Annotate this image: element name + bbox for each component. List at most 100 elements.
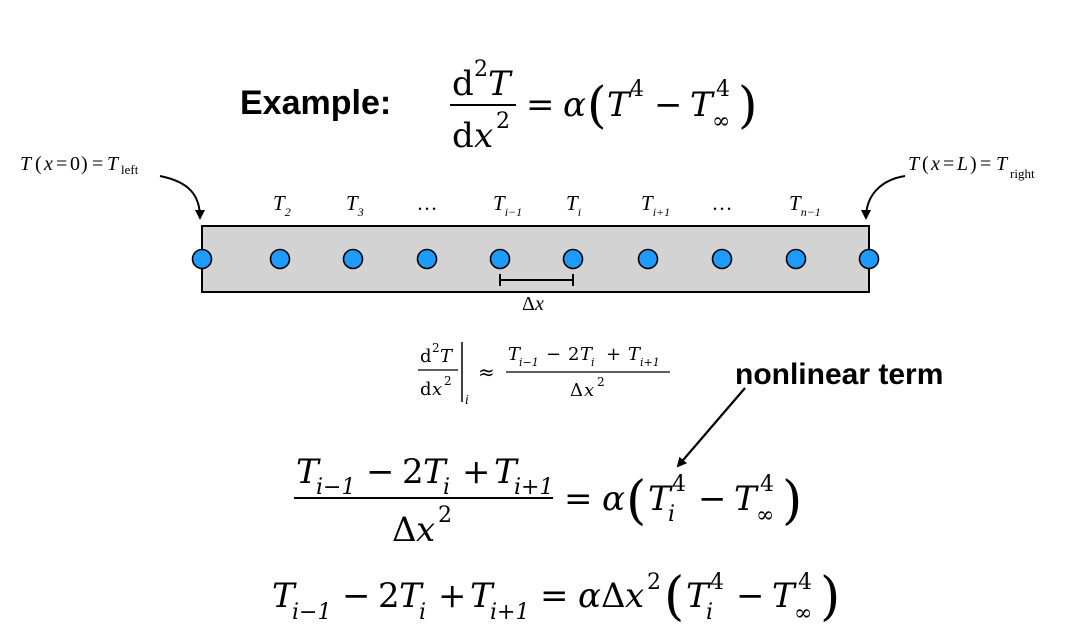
- gov-exp4b: 4: [716, 77, 730, 102]
- disc-den-x: x: [416, 510, 435, 550]
- gov-lparen: (: [587, 76, 607, 134]
- node-label-3: Ti−1: [493, 191, 522, 219]
- bc-right-T: T: [908, 153, 921, 175]
- disc-lparen: (: [626, 471, 646, 531]
- bc-left-x: x: [43, 153, 53, 175]
- bc-left-open: (: [35, 153, 42, 175]
- disc-rparen: ): [782, 471, 802, 531]
- final-s3: i+1: [490, 600, 529, 625]
- node-label-sub: 3: [357, 205, 364, 219]
- grid-node-2: [342, 248, 364, 270]
- example-label: Example:: [240, 84, 391, 122]
- final-lparen: (: [664, 567, 684, 627]
- disc-exp4a: 4: [672, 472, 686, 497]
- node-label-2: …: [417, 191, 438, 215]
- gov-rparen: ): [738, 76, 758, 134]
- bc-right-sub: right: [1010, 166, 1035, 181]
- bc-left-close: ): [81, 153, 88, 175]
- disc-num-s2: i: [443, 475, 450, 500]
- boundary-left: T ( x = 0 ) = T left: [20, 153, 139, 177]
- bc-right-L: L: [956, 153, 968, 175]
- approx-sign: ≈: [478, 360, 495, 384]
- gov-den-exp: 2: [496, 109, 510, 134]
- grid-node-8: [785, 248, 807, 270]
- heading: Example: d 2 T d x 2 = α ( T 4 − T 4 ∞ ): [240, 57, 758, 156]
- disc-num-s1: i−1: [316, 475, 355, 500]
- final-inf: ∞: [794, 601, 812, 626]
- bc-left-sub: left: [121, 162, 139, 177]
- grid-node-5: [562, 248, 584, 270]
- approximation: d 2 T d x 2 i ≈ T i−1 − 2 T i + T i+1 Δ …: [418, 341, 670, 407]
- final-minus1: −: [342, 576, 371, 616]
- disc-num-two: 2: [402, 452, 424, 492]
- gov-inf: ∞: [712, 109, 730, 134]
- disc-num-T1: T: [296, 452, 321, 492]
- final-x: x: [625, 576, 644, 616]
- node-label-sub: 2: [285, 205, 291, 219]
- approx-rhs-T1: T: [508, 344, 522, 365]
- disc-num-plus: +: [462, 452, 491, 492]
- disc-Tinf: T: [734, 479, 759, 519]
- approx-rhs-delta: Δ: [570, 380, 583, 401]
- disc-den-exp: 2: [438, 503, 452, 528]
- approx-rhs-s3: i+1: [640, 356, 660, 369]
- node-label-5: Ti+1: [641, 191, 670, 219]
- node-label-base: T: [566, 191, 579, 215]
- bc-left-eq2: =: [92, 153, 103, 175]
- final-exp4b: 4: [798, 570, 812, 595]
- gov-den-d: d: [452, 116, 474, 156]
- approx-rhs-s2: i: [591, 356, 595, 369]
- approx-rhs-T2: T: [580, 344, 594, 365]
- bc-left-T2: T: [107, 153, 120, 175]
- gov-exp4a: 4: [630, 77, 644, 102]
- approx-eval-sub: i: [465, 393, 469, 407]
- node-label-6: …: [712, 191, 733, 215]
- approx-den-exp: 2: [444, 374, 452, 388]
- final-T3: T: [470, 576, 495, 616]
- nonlinear-term-label: nonlinear term: [735, 358, 943, 391]
- approx-rhs-x: x: [584, 380, 594, 401]
- node-label-1: T3: [346, 191, 364, 219]
- bc-right-close: ): [970, 153, 977, 175]
- approx-num-exp: 2: [432, 341, 440, 355]
- final-two: 2: [378, 576, 400, 616]
- grid-node-9: [858, 248, 880, 270]
- approx-den-d: d: [420, 379, 432, 400]
- final-equation: T i−1 − 2 T i + T i+1 = α Δ x 2 ( T 4 i …: [272, 567, 840, 627]
- approx-rhs-T3: T: [628, 344, 642, 365]
- bc-left-arrow: [159, 175, 205, 220]
- node-label-sub: i: [578, 205, 581, 219]
- delta-x-x: x: [534, 293, 544, 315]
- grid-node-4: [489, 248, 511, 270]
- final-T2: T: [399, 576, 424, 616]
- grid-node-1: [269, 248, 291, 270]
- approx-num-d: d: [420, 346, 432, 367]
- bc-left-T: T: [20, 153, 33, 175]
- disc-num-s3: i+1: [514, 475, 553, 500]
- disc-eq: =: [564, 479, 593, 519]
- final-T1: T: [272, 576, 297, 616]
- disc-minus: −: [698, 479, 727, 519]
- approx-rhs-exp: 2: [597, 375, 605, 389]
- bc-right-x: x: [930, 153, 940, 175]
- rod: [201, 225, 870, 293]
- node-label-base: T: [273, 191, 286, 215]
- grid-node-6: [637, 248, 659, 270]
- final-si: i: [706, 600, 713, 625]
- bc-right-arrow: [861, 175, 906, 220]
- gov-den-x: x: [474, 116, 493, 156]
- delta-x-delta: Δ: [522, 293, 535, 315]
- node-label-base: T: [641, 191, 654, 215]
- node-label-sub: n−1: [801, 205, 821, 219]
- node-label-sub: i−1: [505, 205, 522, 219]
- gov-num-T: T: [488, 64, 513, 104]
- bc-right-eq1: =: [943, 153, 954, 175]
- bc-left-zero: 0: [70, 153, 80, 175]
- gov-alpha: α: [563, 85, 586, 125]
- disc-den-delta: Δ: [392, 510, 417, 550]
- gov-eq: =: [526, 85, 555, 125]
- disc-inf: ∞: [756, 503, 774, 528]
- governing-equation: d 2 T d x 2 = α ( T 4 − T 4 ∞ ): [450, 57, 758, 156]
- grid-node-7: [711, 248, 733, 270]
